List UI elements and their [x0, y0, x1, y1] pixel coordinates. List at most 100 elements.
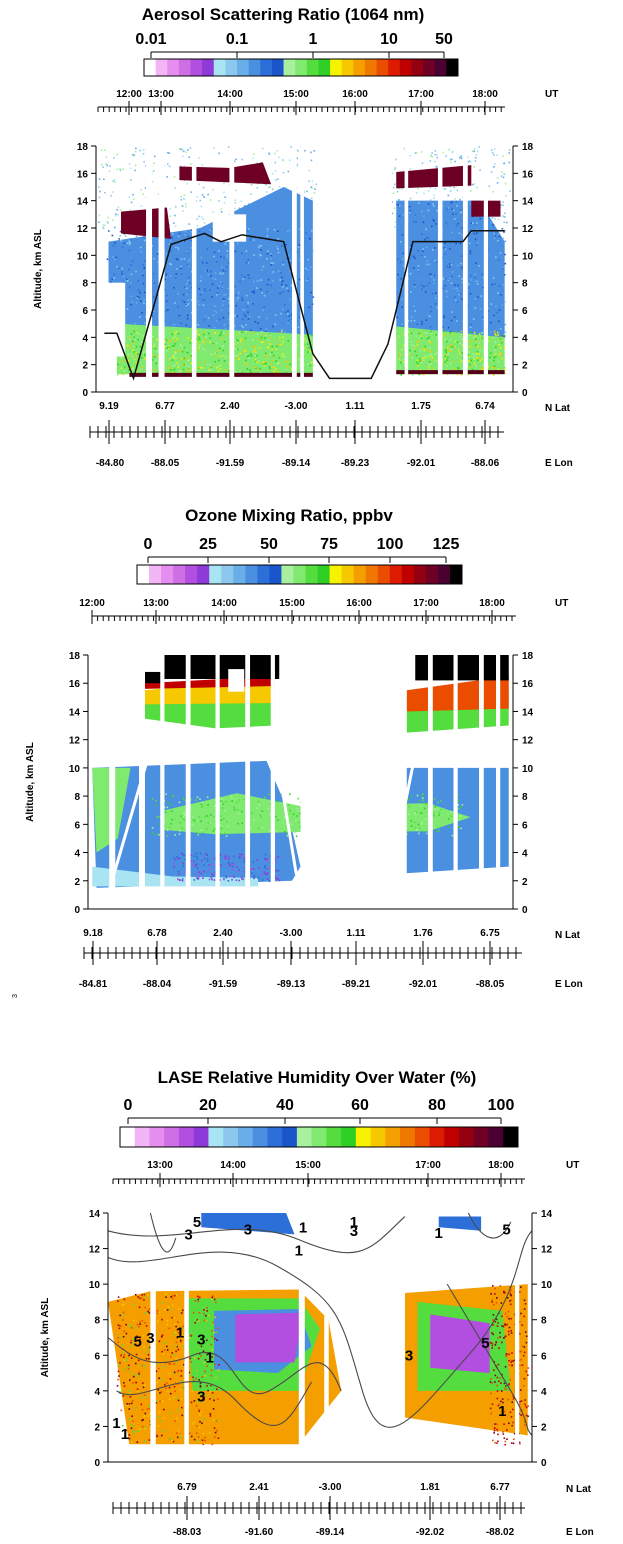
signal-speck — [243, 861, 246, 864]
signal-speck — [475, 364, 477, 367]
signal-speck — [496, 1423, 498, 1426]
signal-speck — [220, 331, 223, 333]
signal-speck — [452, 213, 454, 215]
signal-speck — [176, 1345, 178, 1348]
colorbar-tick-label: 100 — [377, 536, 404, 553]
signal-speck — [192, 1311, 195, 1314]
lon-axis-label: E Lon — [545, 458, 573, 469]
signal-speck — [182, 210, 184, 212]
signal-speck — [214, 332, 216, 334]
signal-speck — [418, 340, 420, 342]
signal-speck — [167, 151, 169, 154]
signal-speck — [113, 179, 116, 181]
signal-speck — [435, 360, 438, 362]
signal-speck — [261, 879, 264, 881]
signal-speck — [442, 361, 444, 364]
signal-speck — [494, 349, 496, 352]
signal-speck — [502, 201, 504, 203]
signal-speck — [135, 362, 138, 365]
signal-speck — [170, 263, 172, 266]
signal-speck — [451, 333, 454, 336]
signal-speck — [129, 167, 132, 170]
colorbar-swatch — [473, 1127, 490, 1147]
signal-speck — [204, 1358, 207, 1361]
signal-speck — [191, 339, 193, 342]
signal-speck — [165, 793, 168, 796]
signal-speck — [205, 828, 208, 830]
signal-speck — [155, 833, 157, 836]
signal-speck — [130, 1357, 133, 1359]
colorbar-swatch — [149, 1127, 165, 1147]
signal-speck — [170, 1355, 172, 1358]
signal-speck — [461, 227, 464, 229]
signal-speck — [488, 185, 491, 188]
signal-speck — [173, 286, 175, 289]
signal-speck — [513, 1359, 516, 1362]
signal-speck — [498, 353, 501, 355]
signal-speck — [111, 191, 114, 193]
signal-speck — [117, 1324, 120, 1326]
signal-speck — [196, 867, 199, 869]
signal-speck — [453, 287, 456, 290]
signal-speck — [190, 854, 193, 856]
contour-label: 1 — [121, 1426, 129, 1443]
signal-speck — [208, 878, 211, 881]
signal-speck — [502, 1401, 504, 1404]
signal-speck — [263, 333, 266, 336]
signal-speck — [421, 797, 424, 799]
signal-speck — [416, 829, 418, 831]
signal-speck — [144, 239, 146, 242]
signal-speck — [207, 193, 209, 196]
signal-speck — [496, 1384, 498, 1387]
signal-speck — [248, 277, 250, 279]
signal-speck — [136, 296, 138, 299]
signal-speck — [253, 290, 255, 292]
colorbar-swatch — [401, 565, 415, 584]
signal-speck — [520, 1350, 522, 1353]
signal-speck — [511, 1364, 513, 1367]
signal-speck — [169, 262, 171, 265]
signal-speck — [194, 1321, 197, 1324]
signal-speck — [275, 339, 277, 342]
signal-speck — [296, 355, 298, 357]
signal-speck — [492, 190, 495, 193]
signal-speck — [192, 1379, 195, 1382]
signal-speck — [102, 224, 105, 226]
signal-speck — [460, 155, 462, 158]
signal-speck — [168, 341, 170, 344]
signal-speck — [208, 369, 210, 371]
signal-speck — [451, 834, 454, 837]
signal-speck — [310, 197, 313, 200]
signal-speck — [500, 1400, 502, 1403]
signal-speck — [180, 1398, 183, 1400]
signal-speck — [177, 247, 180, 249]
signal-speck — [476, 345, 479, 348]
signal-speck — [455, 299, 457, 302]
signal-speck — [500, 175, 503, 177]
y-tick-label-left: 4 — [94, 1387, 100, 1398]
signal-speck — [196, 863, 199, 865]
signal-speck — [196, 300, 199, 303]
signal-speck — [434, 808, 436, 811]
signal-speck — [266, 872, 269, 874]
panel-3: LASE Relative Humidity Over Water (%)0 20… — [40, 1068, 594, 1538]
signal-speck — [228, 855, 230, 858]
signal-speck — [132, 368, 134, 370]
signal-speck — [224, 875, 227, 878]
signal-speck — [427, 365, 430, 368]
signal-speck — [144, 1311, 147, 1314]
signal-speck — [218, 1387, 220, 1389]
colorbar-swatch — [267, 1127, 283, 1147]
lat-tick-label: 6.77 — [490, 1482, 510, 1493]
signal-speck — [277, 230, 279, 232]
signal-speck — [206, 1310, 208, 1312]
signal-speck — [306, 344, 309, 347]
signal-speck — [172, 1297, 174, 1300]
signal-speck — [476, 283, 479, 285]
signal-speck — [236, 866, 238, 868]
signal-speck — [179, 148, 182, 151]
signal-speck — [270, 254, 273, 257]
signal-speck — [174, 225, 177, 228]
y-tick-label-right: 8 — [541, 1316, 547, 1327]
signal-speck — [525, 1414, 528, 1417]
